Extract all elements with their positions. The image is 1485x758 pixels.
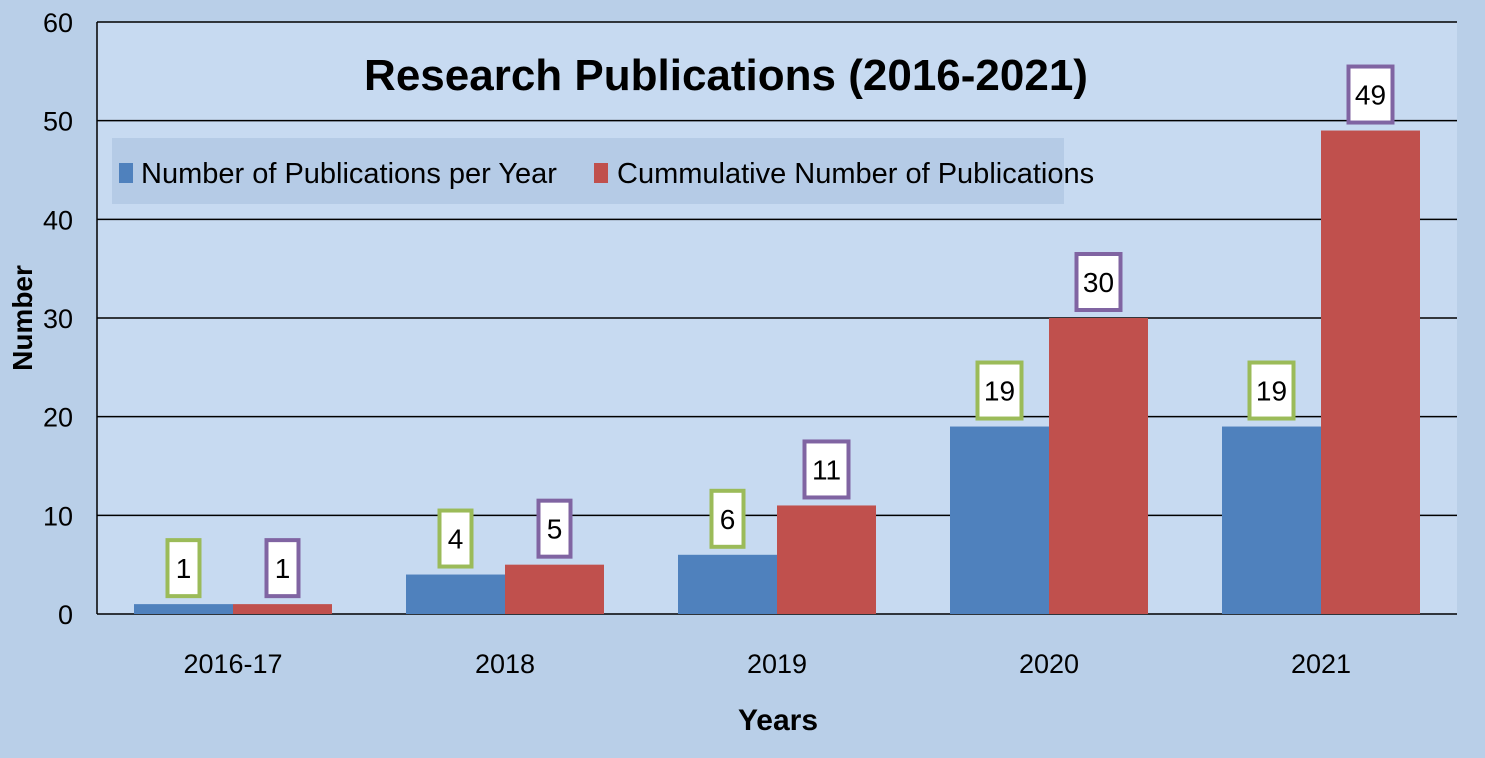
y-tick-label: 40 [43, 205, 73, 235]
y-tick-labels: 0 10 20 30 40 50 60 [43, 8, 73, 630]
bar-per-year [1222, 426, 1321, 614]
bar-cumulative [1321, 130, 1420, 615]
data-label: 11 [812, 454, 841, 485]
y-axis-label: Number [7, 265, 38, 371]
bar-cumulative [233, 604, 332, 614]
legend-label-cumulative: Cummulative Number of Publications [617, 158, 1094, 190]
x-axis-label: Years [738, 704, 818, 737]
bar-cumulative [1049, 318, 1148, 614]
legend-background [112, 138, 1064, 204]
y-tick-label: 0 [58, 600, 73, 630]
data-label-box [1074, 252, 1123, 312]
legend-label-per-year: Number of Publications per Year [141, 158, 557, 190]
data-label-box [1247, 360, 1296, 421]
data-label: 5 [547, 514, 563, 545]
chart-title: Research Publications (2016-2021) [364, 51, 1088, 100]
legend-swatch-cumulative [594, 163, 608, 183]
data-label-box [437, 508, 474, 569]
data-label-box [975, 360, 1024, 421]
data-label: 6 [720, 504, 736, 535]
x-tick-label: 2016-17 [183, 649, 282, 679]
data-label-box [802, 439, 851, 500]
data-label: 4 [448, 524, 464, 555]
legend: Number of Publications per Year Cummulat… [112, 138, 1094, 204]
y-tick-label: 30 [43, 304, 73, 334]
data-label: 19 [984, 376, 1015, 407]
y-tick-label: 50 [43, 107, 73, 137]
y-tick-label: 10 [43, 501, 73, 531]
bar-per-year [406, 574, 505, 614]
bars [134, 130, 1420, 615]
data-label: 49 [1355, 80, 1386, 111]
data-label-box [709, 488, 746, 549]
x-tick-label: 2020 [1019, 649, 1079, 679]
legend-swatch-per-year [119, 163, 133, 183]
data-label-box [165, 538, 202, 599]
x-tick-label: 2018 [475, 649, 535, 679]
data-label: 30 [1083, 267, 1114, 298]
data-label-box [1346, 64, 1395, 125]
data-label: 1 [176, 553, 192, 584]
x-tick-label: 2021 [1291, 649, 1351, 679]
bar-cumulative [777, 505, 876, 614]
data-label-box [264, 538, 301, 599]
data-label: 19 [1256, 376, 1287, 407]
x-tick-labels: 2016-17 2018 2019 2020 2021 [183, 649, 1351, 679]
bar-per-year [134, 604, 233, 614]
x-tick-label: 2019 [747, 649, 807, 679]
bar-per-year [950, 426, 1049, 614]
data-label-box [536, 498, 573, 559]
bar-cumulative [505, 564, 604, 614]
bar-per-year [678, 554, 777, 614]
data-label: 1 [275, 553, 291, 584]
y-tick-label: 20 [43, 403, 73, 433]
y-tick-label: 60 [43, 8, 73, 38]
